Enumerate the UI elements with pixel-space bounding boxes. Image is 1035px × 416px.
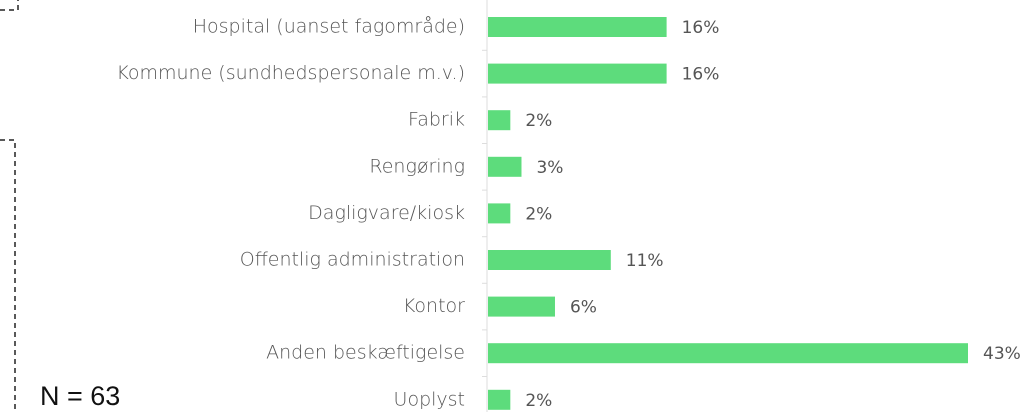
bar <box>488 389 511 410</box>
category-label: Hospital (uanset fagområde) <box>193 16 465 38</box>
bar <box>488 203 511 224</box>
bar <box>488 110 511 131</box>
value-label: 16% <box>682 65 720 85</box>
value-label: 11% <box>626 251 664 271</box>
category-label: Dagligvare/kiosk <box>308 202 465 224</box>
value-label: 2% <box>525 111 552 131</box>
dashed-frame <box>0 0 19 11</box>
bar <box>488 17 667 37</box>
category-label: Offentlig administration <box>240 249 465 271</box>
value-label: 3% <box>536 158 563 178</box>
bar <box>488 156 522 177</box>
value-label: 16% <box>682 18 720 38</box>
value-label: 2% <box>525 391 552 411</box>
value-label: 6% <box>570 298 597 318</box>
bar <box>488 296 555 317</box>
bar <box>488 250 611 270</box>
category-label: Kommune (sundhedspersonale m.v.) <box>116 62 465 84</box>
value-label: 2% <box>525 204 552 224</box>
category-label: Anden beskæftigelse <box>266 342 465 364</box>
bar <box>488 343 968 364</box>
dashed-frame <box>0 139 16 412</box>
category-label: Uoplyst <box>394 388 465 410</box>
value-label: 43% <box>983 344 1021 364</box>
category-label: Kontor <box>403 295 465 317</box>
category-label: Rengøring <box>369 155 465 177</box>
bar <box>488 63 667 84</box>
annotation: N = 63 <box>40 381 120 411</box>
category-label: Fabrik <box>408 109 465 131</box>
